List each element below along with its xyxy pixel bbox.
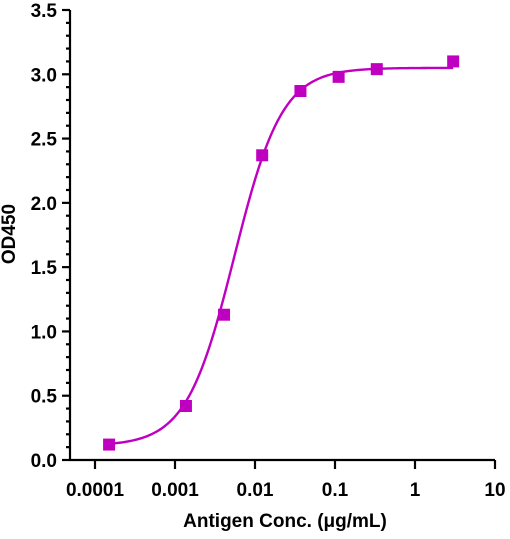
y-tick-label: 2.5 — [31, 130, 58, 151]
x-axis-title: Antigen Conc. (μg/mL) — [183, 511, 387, 532]
x-tick-label: 0.1 — [322, 480, 349, 501]
x-tick-label: 10 — [484, 480, 505, 501]
x-tick-label: 1 — [410, 480, 421, 501]
fit-curve-layer — [108, 66, 454, 446]
y-tick-label: 1.5 — [31, 258, 58, 279]
data-point — [256, 149, 269, 162]
x-tick-label: 0.001 — [151, 480, 199, 501]
y-tick-label: 0.5 — [31, 387, 58, 408]
data-points — [103, 55, 460, 451]
x-tick-label: 0.01 — [237, 480, 274, 501]
y-axis-title: OD450 — [0, 204, 20, 264]
data-point — [218, 308, 231, 321]
y-tick-label: 1.0 — [31, 322, 57, 343]
y-tick-label: 2.0 — [31, 194, 57, 215]
axes: 0.0 0.5 1.0 1.5 2.0 2.5 3.0 3.5 0.0001 0.001 0.01 0… — [31, 1, 506, 501]
y-tick-label: 3.0 — [31, 65, 57, 86]
data-point — [179, 400, 192, 412]
x-tick-label: 0.0001 — [66, 480, 125, 501]
data-point — [294, 85, 307, 97]
data-point — [370, 63, 383, 76]
data-point — [332, 70, 345, 83]
data-point — [447, 55, 460, 68]
y-tick-label: 0.0 — [31, 451, 57, 472]
y-tick-label: 3.5 — [31, 1, 58, 22]
fit-curve — [108, 66, 454, 446]
data-point — [103, 438, 116, 451]
